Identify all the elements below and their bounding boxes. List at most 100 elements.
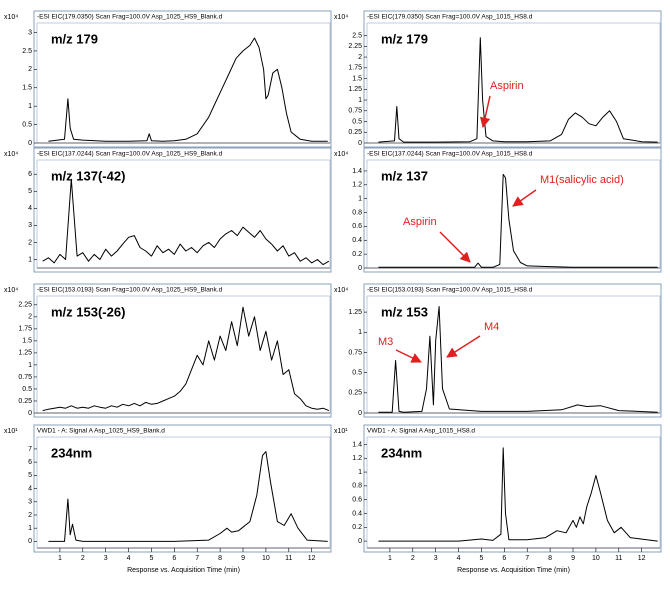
y-tick-label: 1	[358, 97, 362, 104]
y-tick-label: 1.75	[18, 326, 32, 333]
y-tick-label: 1.4	[352, 168, 362, 175]
y-tick-label: 1.4	[352, 441, 362, 448]
x-axis-label: Response vs. Acquisition Time (min)	[127, 567, 240, 574]
panel-frame	[363, 424, 662, 553]
panel-frame	[33, 10, 332, 148]
x-tick-label: 8	[218, 555, 222, 562]
x-tick-label: 4	[127, 555, 131, 562]
y-tick-label: 4	[28, 205, 32, 212]
y-tick-label: 3	[28, 222, 32, 229]
y-tick-label: 1.5	[22, 338, 32, 345]
panel-header: VWD1 - A: Signal A Asp_1025_HS9_Blank.d	[37, 428, 165, 435]
y-tick-label: 1.2	[352, 455, 362, 462]
y-tick-label: 1.5	[22, 85, 32, 92]
y-tick-label: 0.25	[348, 129, 362, 136]
y-tick-label: 6	[28, 459, 32, 466]
x-tick-label: 11	[615, 555, 622, 562]
panel-label: m/z 153(-26)	[51, 304, 125, 319]
trace	[378, 173, 658, 268]
y-tick-label: 0.75	[348, 108, 362, 115]
x-tick-label: 2	[411, 555, 415, 562]
y-scale-label: x10⁴	[4, 14, 18, 21]
panel-label: 234nm	[381, 445, 422, 460]
y-tick-label: 5	[28, 472, 32, 479]
y-tick-label: 0	[358, 265, 362, 272]
y-tick-label: 1.5	[352, 75, 362, 82]
y-tick-label: 1.75	[348, 65, 362, 72]
y-tick-label: 2.25	[348, 43, 362, 50]
panel-frame	[33, 147, 332, 273]
x-tick-label: 10	[592, 555, 600, 562]
annotation: M4	[484, 321, 499, 333]
y-tick-label: 2.5	[352, 32, 362, 39]
panel-header: -ESI EIC(137.0244) Scan Frag=100.0V Asp_…	[367, 151, 533, 158]
trace	[48, 451, 328, 542]
y-tick-label: 5	[28, 188, 32, 195]
x-tick-label: 9	[571, 555, 575, 562]
x-tick-label: 5	[150, 555, 154, 562]
panel-label: m/z 179	[51, 31, 98, 46]
x-tick-label: 4	[457, 555, 461, 562]
x-tick-label: 12	[638, 555, 646, 562]
y-tick-label: 0.4	[352, 510, 362, 517]
y-tick-label: 2	[28, 314, 32, 321]
y-scale-label: x10⁴	[4, 151, 18, 158]
y-tick-label: 0	[28, 140, 32, 147]
y-tick-label: 0.5	[352, 369, 362, 376]
y-tick-label: 1	[28, 103, 32, 110]
x-tick-label: 8	[548, 555, 552, 562]
panel-frame	[33, 283, 332, 418]
y-tick-label: 0	[28, 538, 32, 545]
y-tick-label: 1.2	[352, 182, 362, 189]
y-tick-label: 0	[28, 410, 32, 417]
y-scale-label: x10¹	[334, 428, 348, 435]
y-tick-label: 1.25	[348, 309, 362, 316]
y-tick-label: 0	[358, 410, 362, 417]
trace	[42, 306, 330, 412]
y-tick-label: 0.8	[352, 483, 362, 490]
annotation: Aspirin	[490, 80, 524, 92]
y-tick-label: 0.8	[352, 209, 362, 216]
y-tick-label: 1	[358, 196, 362, 203]
y-tick-label: 0	[358, 140, 362, 147]
x-tick-label: 10	[262, 555, 270, 562]
y-tick-label: 7	[28, 446, 32, 453]
annotation-arrow	[439, 231, 471, 263]
y-tick-label: 0	[358, 538, 362, 545]
y-tick-label: 2	[358, 54, 362, 61]
panel-frame	[33, 424, 332, 553]
y-scale-label: x10⁴	[4, 287, 18, 294]
annotation: M3	[378, 336, 393, 348]
y-tick-label: 2.25	[18, 302, 32, 309]
panel-header: -ESI EIC(153.0193) Scan Frag=100.0V Asp_…	[37, 287, 223, 294]
y-tick-label: 1	[358, 469, 362, 476]
x-tick-label: 3	[434, 555, 438, 562]
panel-frame	[363, 283, 662, 418]
annotation-arrow	[446, 335, 481, 358]
y-tick-label: 0.5	[22, 121, 32, 128]
x-axis-label: Response vs. Acquisition Time (min)	[457, 567, 570, 574]
y-tick-label: 0.25	[348, 390, 362, 397]
panel-frame	[363, 147, 662, 273]
y-tick-label: 0.5	[22, 386, 32, 393]
panel-label: m/z 179	[381, 31, 428, 46]
x-tick-label: 12	[308, 555, 316, 562]
trace	[378, 37, 658, 143]
annotation: M1(salicylic acid)	[540, 174, 624, 186]
x-tick-label: 3	[104, 555, 108, 562]
y-tick-label: 0.75	[348, 349, 362, 356]
trace	[378, 447, 658, 542]
y-tick-label: 2	[28, 512, 32, 519]
y-tick-label: 0.4	[352, 237, 362, 244]
x-tick-label: 2	[81, 555, 85, 562]
panel-header: -ESI EIC(179.0350) Scan Frag=100.0V Asp_…	[367, 14, 533, 21]
x-tick-label: 9	[241, 555, 245, 562]
annotation-arrow	[512, 189, 537, 207]
y-tick-label: 0.6	[352, 497, 362, 504]
y-scale-label: x10⁴	[334, 287, 348, 294]
y-tick-label: 6	[28, 171, 32, 178]
panel-label: 234nm	[51, 445, 92, 460]
y-tick-label: 0.2	[352, 251, 362, 258]
panel-label: m/z 137	[381, 168, 428, 183]
